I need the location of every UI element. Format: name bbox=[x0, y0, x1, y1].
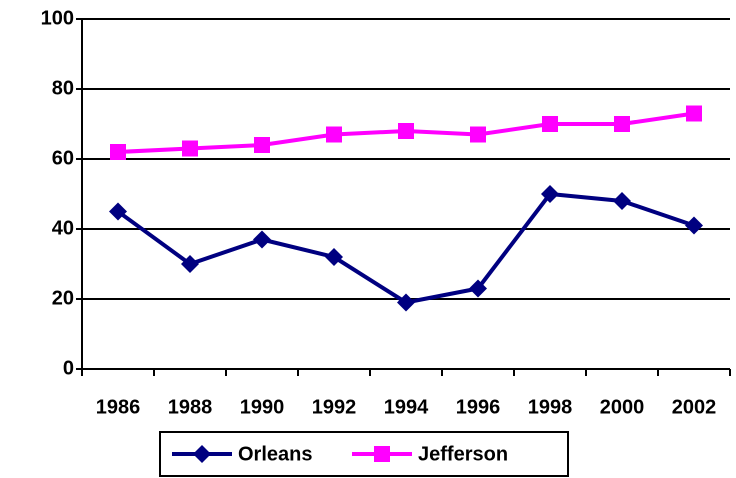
marker bbox=[193, 445, 211, 463]
marker bbox=[182, 140, 198, 157]
y-tick-label: 100 bbox=[41, 7, 74, 29]
marker bbox=[254, 137, 270, 153]
x-tick-label: 2002 bbox=[672, 396, 717, 418]
marker bbox=[253, 230, 271, 249]
x-tick-label: 1990 bbox=[240, 396, 285, 418]
x-tick-label: 1992 bbox=[312, 396, 357, 418]
marker bbox=[686, 105, 702, 122]
marker bbox=[374, 446, 390, 462]
marker bbox=[685, 216, 703, 235]
y-tick-label: 60 bbox=[52, 147, 74, 169]
y-tick-label: 40 bbox=[52, 217, 74, 239]
x-tick-label: 1996 bbox=[456, 396, 501, 418]
legend-label: Jefferson bbox=[418, 443, 508, 465]
legend-label: Orleans bbox=[238, 443, 312, 465]
y-tick-label: 20 bbox=[52, 287, 74, 309]
x-tick-label: 1986 bbox=[96, 396, 141, 418]
marker bbox=[326, 126, 342, 143]
marker bbox=[398, 123, 414, 139]
x-tick-label: 1998 bbox=[528, 396, 573, 418]
marker bbox=[325, 248, 343, 266]
y-tick-label: 0 bbox=[63, 357, 74, 379]
marker bbox=[181, 255, 199, 273]
marker bbox=[397, 293, 415, 312]
marker bbox=[109, 202, 127, 221]
marker bbox=[469, 279, 487, 298]
marker bbox=[613, 192, 631, 210]
x-tick-label: 2000 bbox=[600, 396, 645, 418]
marker bbox=[614, 116, 630, 132]
marker bbox=[110, 144, 126, 160]
x-tick-label: 1994 bbox=[384, 396, 429, 418]
marker bbox=[470, 126, 486, 143]
marker bbox=[541, 185, 559, 203]
series-line bbox=[116, 191, 695, 305]
marker bbox=[542, 116, 558, 132]
x-tick-label: 1988 bbox=[168, 396, 213, 418]
y-tick-label: 80 bbox=[52, 77, 74, 99]
